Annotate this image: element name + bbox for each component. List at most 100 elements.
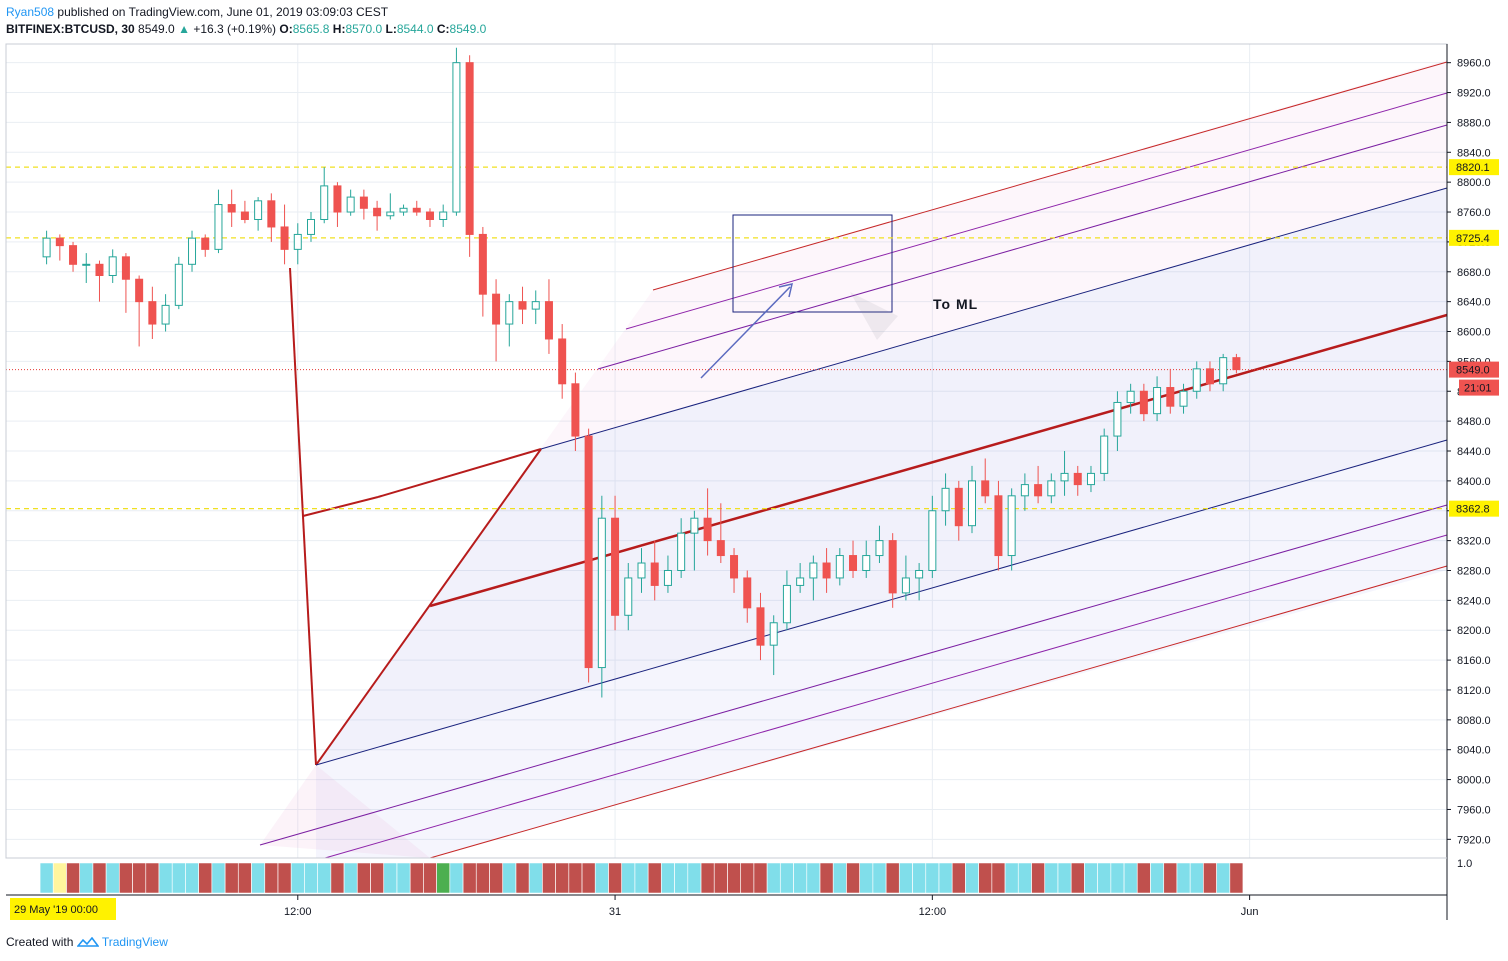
candle-body	[1179, 390, 1188, 407]
indicator-bar	[542, 862, 556, 894]
indicator-bar	[965, 862, 979, 894]
candle-body	[478, 233, 487, 295]
indicator-bar	[740, 862, 755, 894]
y-tick-label: 8120.0	[1457, 685, 1491, 697]
grid	[6, 44, 1447, 858]
ohlc-legend: BITFINEX:BTCUSD, 30 8549.0 ▲ +16.3 (+0.1…	[6, 22, 486, 36]
y-tick-label: 8640.0	[1457, 297, 1491, 309]
x-tick-label: 12:00	[919, 906, 947, 918]
indicator-bar	[343, 862, 358, 894]
target-box	[732, 214, 893, 313]
indicator-bar	[1137, 862, 1151, 894]
candle-body	[1166, 387, 1175, 407]
candle-body	[796, 577, 805, 586]
indicator-bar	[952, 862, 966, 894]
level-label: 8820.1	[1456, 162, 1490, 174]
level-label: 8362.8	[1456, 504, 1490, 516]
indicator-bar	[727, 862, 741, 894]
indicator-bar	[277, 862, 292, 894]
target-arrow-head	[778, 282, 794, 298]
candle-body	[624, 577, 633, 616]
candle-body	[346, 196, 355, 213]
indicator-bar	[978, 862, 992, 894]
candle-body	[188, 237, 197, 265]
indicator-bar	[568, 862, 583, 894]
indicator-bar	[766, 862, 781, 894]
y-tick-label: 8040.0	[1457, 745, 1491, 757]
candle-body	[968, 480, 976, 527]
candle-body	[240, 211, 249, 220]
indicator-bar	[674, 862, 688, 894]
brand-link[interactable]: TradingView	[101, 935, 168, 949]
indicator-bar	[1123, 862, 1138, 894]
y-tick-label: 8880.0	[1457, 117, 1491, 129]
candle-body	[584, 435, 593, 669]
indicator-bar	[1203, 862, 1217, 894]
indicator-bar	[251, 862, 265, 894]
candle-body	[518, 301, 527, 310]
indicator-bar	[238, 862, 252, 894]
indicator-bar	[925, 862, 940, 894]
last-price: 8549.0	[138, 22, 175, 36]
candle-body	[1192, 368, 1201, 392]
indicator-bar	[79, 862, 94, 894]
indicator-bar	[1031, 862, 1045, 894]
candle-body	[677, 532, 686, 571]
indicator-bar	[846, 862, 860, 894]
y-tick-label: 8920.0	[1457, 88, 1491, 100]
shadow-arrow	[850, 292, 898, 340]
candle-body	[201, 237, 210, 250]
indicator-bar	[714, 862, 728, 894]
candle-body	[280, 226, 289, 250]
y-tick-label: 8160.0	[1457, 655, 1491, 667]
upper-parallel	[540, 187, 1448, 450]
symbol-label[interactable]: BITFINEX:BTCUSD, 30	[6, 22, 135, 36]
low-label: L:	[385, 22, 397, 36]
candle-body	[862, 555, 871, 571]
indicator-bar	[410, 862, 424, 894]
candle-body	[452, 62, 461, 213]
upper-level-4	[652, 61, 1448, 291]
y-tick-label: 7960.0	[1457, 804, 1491, 816]
x-tick-label: 31	[609, 906, 621, 918]
candle-body	[558, 338, 567, 385]
y-tick-label: 8080.0	[1457, 715, 1491, 727]
y-tick-label: 8320.0	[1457, 536, 1491, 548]
level-label-bg	[1449, 159, 1499, 176]
author-link[interactable]: Ryan508	[6, 5, 55, 19]
y-tick-label: 8760.0	[1457, 207, 1491, 219]
candle-body	[439, 211, 448, 220]
candle-body	[1047, 480, 1056, 497]
pitchfork-handle	[289, 267, 317, 766]
candle-body	[1126, 390, 1135, 403]
indicator-bar	[1084, 862, 1098, 894]
candle-body	[928, 510, 937, 571]
publish-text: published on TradingView.com, June 01, 2…	[57, 5, 389, 19]
high-label: H:	[332, 22, 346, 36]
y-tick-label: 8960.0	[1457, 58, 1491, 70]
candle-body	[55, 237, 64, 247]
candle-body	[307, 218, 315, 235]
candle-body	[148, 301, 157, 325]
indicator-bar	[793, 862, 807, 894]
candle-body	[267, 200, 276, 228]
indicator-bar	[1110, 862, 1125, 894]
candle-body	[1034, 484, 1043, 497]
candle-body	[254, 200, 263, 220]
lower-level-3	[324, 534, 1448, 859]
candle-body	[359, 196, 368, 209]
indicator-bar	[1216, 862, 1230, 894]
indicator-bar	[1044, 862, 1059, 894]
indicator-bar	[396, 862, 411, 894]
indicator-bar	[291, 862, 305, 894]
y-tick-label: 8480.0	[1457, 416, 1491, 428]
indicator-bar	[1176, 862, 1191, 894]
candle-body	[809, 562, 818, 579]
indicator-bar	[528, 862, 543, 894]
lower-parallel	[315, 439, 1448, 766]
indicator-bar	[317, 862, 331, 894]
candle-body	[505, 301, 514, 325]
indicator-bar	[198, 862, 212, 894]
candle-body	[994, 495, 1003, 557]
